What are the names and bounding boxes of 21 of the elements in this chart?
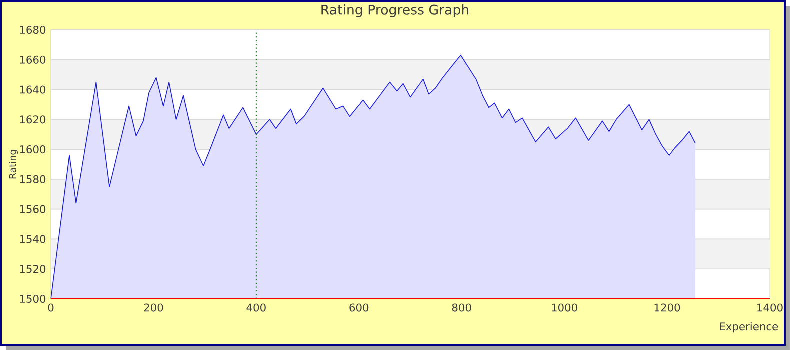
- x-tick-label: 1400: [758, 304, 783, 312]
- x-tick-label: 1000: [552, 304, 578, 312]
- y-tick-label: 1500: [20, 294, 46, 304]
- y-tick-label: 1620: [20, 116, 46, 124]
- y-tick-label: 1600: [20, 146, 46, 154]
- x-tick-label: 600: [350, 304, 369, 312]
- y-tick-label: 1680: [20, 26, 46, 34]
- x-axis-title: Experience: [720, 322, 778, 333]
- x-tick-label: 200: [144, 304, 164, 312]
- x-tick-label: 400: [246, 304, 266, 312]
- y-tick-label: 1560: [20, 205, 46, 214]
- chart-title: Rating Progress Graph: [322, 4, 469, 18]
- x-tick-label: 800: [452, 304, 472, 312]
- y-tick-label: 1640: [20, 86, 46, 94]
- y-tick-label: 1540: [20, 235, 46, 244]
- x-tick-label: 1200: [654, 304, 680, 312]
- y-tick-label: 1520: [20, 265, 46, 274]
- y-tick-label: 1580: [20, 175, 46, 184]
- y-axis-title: Rating: [8, 150, 18, 179]
- x-tick-label: 0: [48, 304, 54, 312]
- y-tick-label: 1660: [20, 56, 46, 64]
